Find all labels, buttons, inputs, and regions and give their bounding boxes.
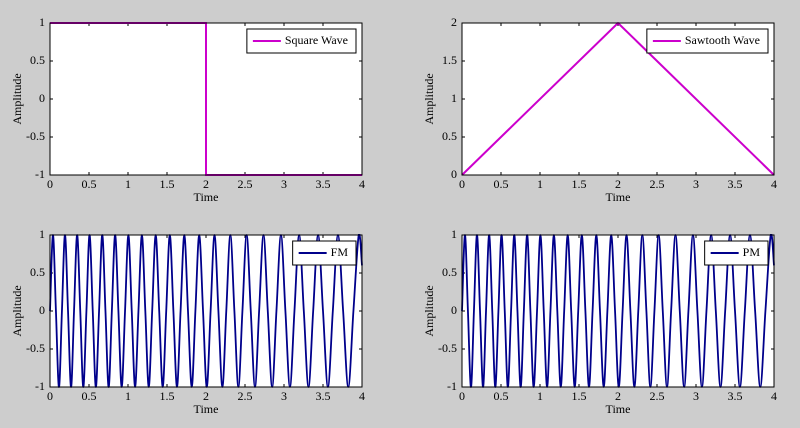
x-tick-label: 1.5 [160,177,175,191]
x-tick-label: 2 [615,389,621,403]
x-tick-label: 1 [125,177,131,191]
x-axis-label: Time [194,190,219,204]
y-tick-label: 1 [451,227,457,241]
x-tick-label: 2.5 [650,177,665,191]
x-tick-label: 0 [459,389,465,403]
legend: FM [292,240,357,266]
y-tick-label: -0.5 [26,129,45,143]
y-tick-label: 0.5 [30,53,45,67]
x-tick-label: 2.5 [238,177,253,191]
axes-frame [461,234,775,388]
subplot: 0 0.5 1 1.5 2 2.5 3 3.5 4 -1 -0.5 0 0.5 1 Time Amplitud… [10,15,365,204]
legend-label: Square Wave [285,33,348,47]
y-tick-label: 0 [39,91,45,105]
x-tick-label: 1 [125,389,131,403]
axes-frame [461,22,775,176]
axes-frame [49,22,363,176]
x-tick-label: 3.5 [728,177,743,191]
y-tick-label: 1 [39,15,45,29]
x-tick-label: 2 [203,389,209,403]
x-tick-label: 3 [281,389,287,403]
x-axis-label: Time [606,402,631,416]
x-tick-label: 2.5 [650,389,665,403]
y-tick-label: -0.5 [26,341,45,355]
y-axis-label: Amplitude [10,285,24,336]
y-axis-label: Amplitude [10,73,24,124]
x-tick-label: 1 [537,389,543,403]
x-tick-label: 4 [771,177,777,191]
x-tick-label: 3 [281,177,287,191]
y-tick-label: -1 [35,167,45,181]
legend: Sawtooth Wave [646,28,769,54]
y-tick-label: -0.5 [438,341,457,355]
x-tick-label: 1 [537,177,543,191]
y-tick-label: 2 [451,15,457,29]
x-tick-label: 2.5 [238,389,253,403]
subplot: 0 0.5 1 1.5 2 2.5 3 3.5 4 -1 -0.5 0 0.5 1 Time Amplitud… [10,227,365,416]
axes-frame [49,234,363,388]
x-tick-label: 0.5 [494,389,509,403]
y-tick-label: -1 [35,379,45,393]
y-tick-label: 0.5 [442,265,457,279]
legend-label: Sawtooth Wave [685,33,760,47]
subplot: 0 0.5 1 1.5 2 2.5 3 3.5 4 -1 -0.5 0 0.5 1 Time Amplitud… [422,227,777,416]
y-tick-label: 0 [451,167,457,181]
y-tick-label: 0.5 [442,129,457,143]
x-tick-label: 2 [203,177,209,191]
y-tick-label: 1.5 [442,53,457,67]
x-tick-label: 0 [47,177,53,191]
subplot: 0 0.5 1 1.5 2 2.5 3 3.5 400.511.52TimeAmplitudeS… [422,15,777,204]
y-tick-label: 0 [451,303,457,317]
x-tick-label: 1.5 [572,177,587,191]
y-tick-label: 1 [451,91,457,105]
x-axis-label: Time [194,402,219,416]
x-tick-label: 1.5 [572,389,587,403]
x-tick-label: 3 [693,389,699,403]
y-tick-label: 1 [39,227,45,241]
x-tick-label: 0 [47,389,53,403]
legend: Square Wave [246,28,357,54]
x-tick-label: 1.5 [160,389,175,403]
x-tick-label: 3.5 [316,389,331,403]
x-tick-label: 4 [771,389,777,403]
x-tick-label: 4 [359,389,365,403]
y-axis-label: Amplitude [422,73,436,124]
x-tick-label: 4 [359,177,365,191]
legend: PM [704,240,769,266]
y-axis-label: Amplitude [422,285,436,336]
legend-label: FM [331,245,349,259]
x-tick-label: 0.5 [494,177,509,191]
y-tick-label: -1 [447,379,457,393]
legend-label: PM [743,245,761,259]
x-tick-label: 3.5 [728,389,743,403]
y-tick-label: 0.5 [30,265,45,279]
x-tick-label: 3.5 [316,177,331,191]
x-tick-label: 2 [615,177,621,191]
x-tick-label: 0 [459,177,465,191]
x-tick-label: 0.5 [82,389,97,403]
y-tick-label: 0 [39,303,45,317]
x-tick-label: 3 [693,177,699,191]
x-axis-label: Time [606,190,631,204]
x-tick-label: 0.5 [82,177,97,191]
